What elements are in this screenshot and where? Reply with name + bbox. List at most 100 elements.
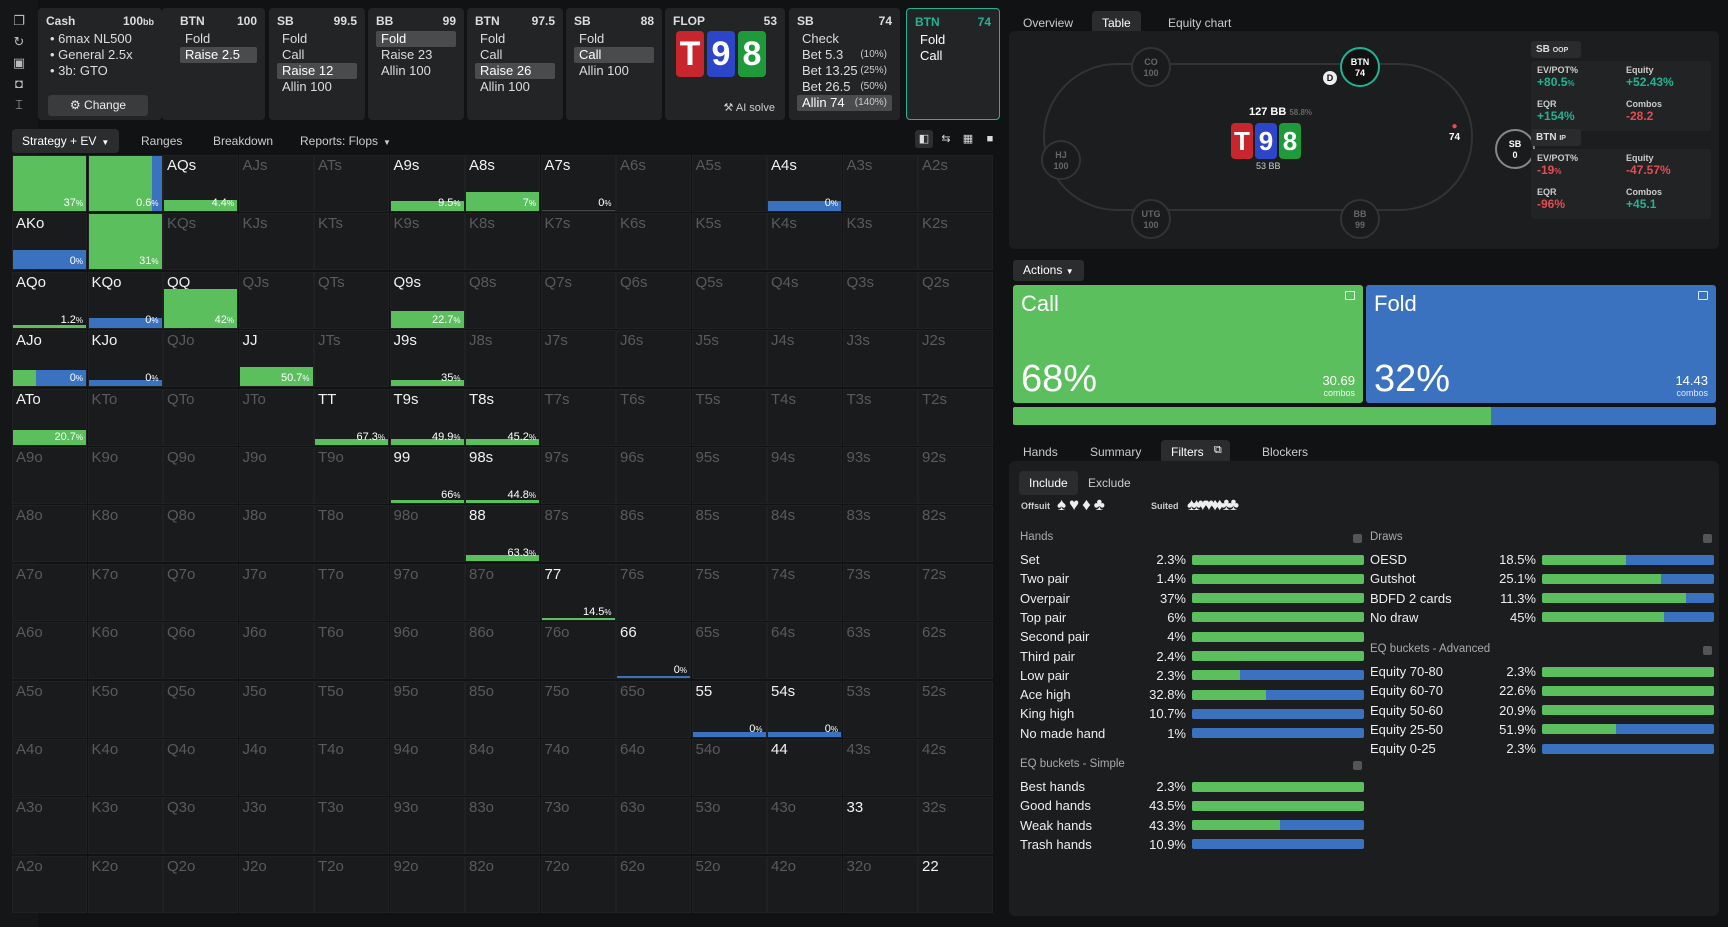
text-cursor-icon[interactable]: ⌶: [15, 97, 23, 112]
hand-cell[interactable]: 54s 0%: [767, 680, 842, 738]
hand-cell[interactable]: J5o: [238, 680, 314, 738]
hand-cell[interactable]: J8o: [238, 505, 314, 563]
right-tab-2[interactable]: Equity chart: [1168, 16, 1232, 30]
filter-tab-0[interactable]: Hands: [1013, 440, 1068, 464]
hand-cell[interactable]: KQo 0%: [87, 271, 163, 329]
hand-cell[interactable]: 63o: [616, 797, 691, 855]
history-node-bb[interactable]: BB 99 Fold Raise 23 Allin 100: [368, 8, 464, 120]
hand-cell[interactable]: T8o: [314, 505, 389, 563]
hand-cell[interactable]: 82s: [918, 505, 993, 563]
section-toggle-icon[interactable]: [1703, 534, 1712, 543]
filter-row[interactable]: Best hands 2.3%: [1020, 777, 1364, 796]
hand-cell[interactable]: T6s: [616, 388, 691, 446]
hand-cell[interactable]: J3o: [238, 797, 314, 855]
hand-cell[interactable]: A2o: [12, 855, 87, 913]
hand-cell[interactable]: T2s: [918, 388, 993, 446]
node-action[interactable]: Call: [915, 48, 991, 64]
hand-cell[interactable]: 54o: [691, 739, 767, 796]
hand-cell[interactable]: AKo 0%: [12, 213, 87, 271]
filter-row[interactable]: King high 10.7%: [1020, 704, 1364, 723]
right-tab-0[interactable]: Overview: [1023, 16, 1074, 30]
hand-cell[interactable]: K3o: [87, 797, 163, 855]
history-node-btn-current[interactable]: BTN 74 Fold Call: [906, 8, 1000, 120]
contrast-icon[interactable]: ◧: [915, 130, 933, 148]
hand-cell[interactable]: A5s: [691, 155, 767, 212]
filter-tab-1[interactable]: Summary: [1080, 440, 1151, 464]
hand-cell[interactable]: Q9s 22.7%: [389, 271, 465, 329]
hand-cell[interactable]: AQs 4.4%: [163, 155, 238, 212]
hand-cell[interactable]: KQs: [163, 213, 238, 271]
ai-solve-button[interactable]: ⚒ AI solve: [723, 102, 775, 114]
grid-icon[interactable]: ▦: [962, 133, 974, 145]
hand-cell[interactable]: 64o: [616, 739, 691, 796]
node-action[interactable]: Bet 5.3 (10%): [797, 47, 892, 63]
hand-cell[interactable]: T2o: [314, 855, 389, 913]
hand-cell[interactable]: A3s: [842, 155, 918, 212]
filter-row[interactable]: Weak hands 43.3%: [1020, 816, 1364, 835]
seat-btn[interactable]: BTN 74: [1340, 47, 1380, 87]
hand-cell[interactable]: A8o: [12, 505, 87, 563]
hand-cell[interactable]: Q2o: [163, 855, 238, 913]
hand-cell[interactable]: 55 0%: [691, 680, 767, 738]
node-action[interactable]: Check: [797, 31, 892, 47]
hand-cell[interactable]: Q5o: [163, 680, 238, 738]
hand-cell[interactable]: 76s: [616, 563, 691, 621]
hand-cell[interactable]: AJo 0%: [12, 330, 87, 388]
hand-cell[interactable]: 62s: [918, 622, 993, 680]
hand-cell[interactable]: JTo: [238, 388, 314, 446]
hand-cell[interactable]: 74o: [540, 739, 616, 796]
hand-cell[interactable]: A7s 0%: [540, 155, 616, 212]
exclude-toggle[interactable]: Exclude: [1088, 476, 1131, 490]
hand-cell[interactable]: T3o: [314, 797, 389, 855]
subtab-0[interactable]: Strategy + EV ▼: [12, 129, 120, 153]
hand-cell[interactable]: A5o: [12, 680, 87, 738]
hand-cell[interactable]: 73o: [540, 797, 616, 855]
hand-cell[interactable]: Q6o: [163, 622, 238, 680]
filter-row[interactable]: Equity 50-60 20.9%: [1370, 701, 1714, 720]
hand-cell[interactable]: 75s: [691, 563, 767, 621]
hand-cell[interactable]: AQo 1.2%: [12, 271, 87, 329]
subtab-2[interactable]: Breakdown: [203, 129, 283, 153]
hand-cell[interactable]: 63s: [842, 622, 918, 680]
hand-cell[interactable]: 77 14.5%: [540, 563, 616, 621]
hand-cell[interactable]: K8s: [465, 213, 540, 271]
hand-cell[interactable]: 92s: [918, 447, 993, 504]
hand-cell[interactable]: 65o: [616, 680, 691, 738]
hand-cell[interactable]: 98s 44.8%: [465, 447, 540, 504]
hand-cell[interactable]: 85o: [465, 680, 540, 738]
fold-action-box[interactable]: Fold 32% 14.43 combos: [1366, 285, 1716, 403]
hand-cell[interactable]: K7o: [87, 563, 163, 621]
hand-cell[interactable]: T4o: [314, 739, 389, 796]
hand-cell[interactable]: QQ 42%: [163, 271, 238, 329]
filter-row[interactable]: Equity 60-70 22.6%: [1370, 681, 1714, 700]
hand-cell[interactable]: K4s: [767, 213, 842, 271]
filter-row[interactable]: Two pair 1.4%: [1020, 569, 1364, 588]
filter-row[interactable]: Overpair 37%: [1020, 589, 1364, 608]
hand-cell[interactable]: 32o: [842, 855, 918, 913]
history-icon[interactable]: ↻: [13, 34, 25, 49]
history-node-sb[interactable]: SB 88 Fold Call Allin 100: [566, 8, 662, 120]
hand-cell[interactable]: K9o: [87, 447, 163, 504]
hand-cell[interactable]: 82o: [465, 855, 540, 913]
seat-utg[interactable]: UTG 100: [1131, 199, 1171, 239]
hand-cell[interactable]: K4o: [87, 739, 163, 796]
node-action[interactable]: Allin 100: [376, 63, 456, 79]
hand-cell[interactable]: QTo: [163, 388, 238, 446]
hand-cell[interactable]: K6s: [616, 213, 691, 271]
hand-cell[interactable]: TT 67.3%: [314, 388, 389, 446]
hand-cell[interactable]: A3o: [12, 797, 87, 855]
hand-cell[interactable]: 87s: [540, 505, 616, 563]
hand-cell[interactable]: T5s: [691, 388, 767, 446]
hand-cell[interactable]: KJo 0%: [87, 330, 163, 388]
hand-cell[interactable]: 83o: [465, 797, 540, 855]
filter-row[interactable]: No draw 45%: [1370, 608, 1714, 627]
filter-row[interactable]: OESD 18.5%: [1370, 550, 1714, 569]
filter-row[interactable]: Equity 25-50 51.9%: [1370, 720, 1714, 739]
node-action[interactable]: Allin 74 (140%): [797, 95, 892, 111]
hand-cell[interactable]: 94s: [767, 447, 842, 504]
hand-cell[interactable]: T5o: [314, 680, 389, 738]
hand-cell[interactable]: K8o: [87, 505, 163, 563]
hand-cell[interactable]: 33: [842, 797, 918, 855]
hand-cell[interactable]: 74s: [767, 563, 842, 621]
seat-sb[interactable]: SB 0: [1495, 129, 1535, 169]
